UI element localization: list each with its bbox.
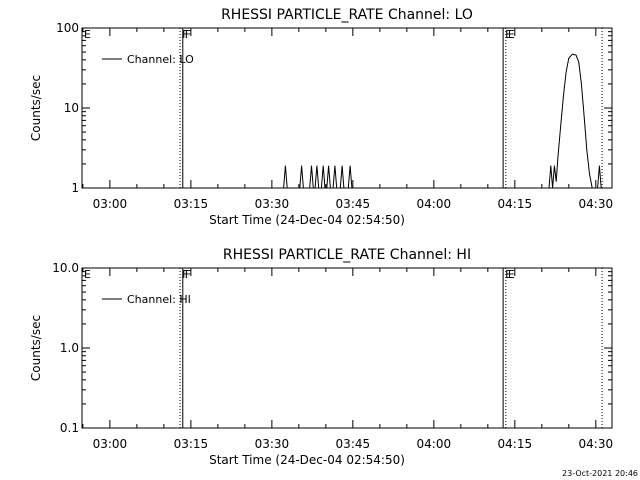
series-line — [283, 165, 353, 189]
x-tick-label: 03:15 — [174, 197, 209, 211]
event-marker-label: F — [185, 268, 191, 281]
x-tick-label: 03:00 — [93, 197, 128, 211]
y-tick-label: 1.0 — [60, 341, 79, 355]
x-tick-label: 04:30 — [579, 197, 614, 211]
plot-frame — [81, 27, 613, 189]
y-axis-label: Counts/sec — [29, 75, 43, 141]
event-marker-label: E — [508, 268, 515, 281]
x-tick-label: 03:45 — [336, 437, 371, 451]
plot-frame — [81, 267, 613, 429]
event-marker-label: F — [185, 28, 191, 41]
series-line — [548, 53, 593, 189]
y-tick-label: 10.0 — [52, 261, 79, 275]
series-line — [597, 165, 602, 189]
legend-label: Channel: LO — [127, 53, 194, 66]
x-tick-label: 03:15 — [174, 437, 209, 451]
legend: Channel: LO — [102, 53, 194, 66]
x-tick-label: 04:30 — [579, 437, 614, 451]
x-tick-label: 04:15 — [498, 437, 533, 451]
legend: Channel: HI — [102, 293, 191, 306]
y-tick-label: 100 — [56, 21, 79, 35]
chart-panel-1: RHESSI PARTICLE_RATE Channel: LO 03:00 03:… — [29, 7, 613, 227]
y-tick-label: 10 — [64, 101, 79, 115]
chart-title: RHESSI PARTICLE_RATE Channel: HI — [223, 247, 471, 263]
x-axis-label: Start Time (24-Dec-04 02:54:50) — [209, 213, 405, 227]
x-axis-label: Start Time (24-Dec-04 02:54:50) — [209, 453, 405, 467]
event-marker-label: E — [508, 28, 515, 41]
x-tick-label: 04:00 — [417, 437, 452, 451]
x-tick-label: 03:30 — [255, 437, 290, 451]
event-marker-label: E — [84, 28, 91, 41]
x-tick-label: 03:45 — [336, 197, 371, 211]
event-marker-label: F — [182, 28, 188, 41]
event-marker-label: E — [505, 28, 512, 41]
chart-panel-2: RHESSI PARTICLE_RATE Channel: HI 03:00 03:… — [29, 247, 613, 467]
y-axis-label: Counts/sec — [29, 315, 43, 381]
generation-timestamp: 23-Oct-2021 20:46 — [562, 469, 638, 478]
x-tick-label: 03:00 — [93, 437, 128, 451]
event-marker-label: E — [505, 268, 512, 281]
chart-title: RHESSI PARTICLE_RATE Channel: LO — [221, 7, 473, 23]
x-tick-label: 04:00 — [417, 197, 452, 211]
legend-label: Channel: HI — [127, 293, 191, 306]
y-tick-label: 0.1 — [60, 421, 79, 435]
x-tick-label: 03:30 — [255, 197, 290, 211]
x-tick-label: 04:15 — [498, 197, 533, 211]
y-tick-label: 1 — [71, 181, 79, 195]
event-marker-label: F — [182, 268, 188, 281]
event-marker-label: E — [84, 268, 91, 281]
